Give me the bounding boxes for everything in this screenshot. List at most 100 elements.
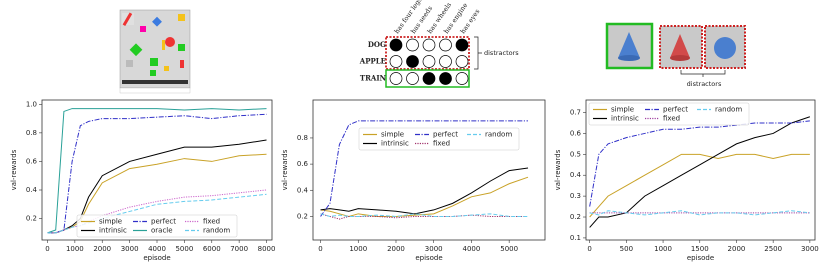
- object-label: TRAIN: [360, 74, 387, 83]
- legend-box: [76, 214, 238, 238]
- y-tick-label: 0.7: [570, 109, 581, 117]
- feature-circle: [455, 55, 469, 68]
- feature-circle: [455, 72, 469, 85]
- series-line: [47, 113, 267, 234]
- series-line: [589, 153, 810, 218]
- x-tick-label: 1000: [654, 245, 672, 253]
- series-line: [589, 120, 810, 207]
- chart: 0.2 0.4 0.6 0.8 1.0 0 1000 2000 3000 4000 5000 6000…: [10, 99, 276, 262]
- y-tick-label: 1.0: [26, 100, 37, 108]
- y-axis-label: val-rewards: [10, 149, 18, 190]
- legend-label: perfect: [663, 106, 688, 114]
- x-tick-label: 1000: [66, 245, 84, 253]
- legend-label: random: [485, 131, 512, 139]
- x-tick-label: 4000: [148, 245, 166, 253]
- legend-box: [588, 102, 750, 126]
- legend-label: random: [203, 227, 230, 235]
- y-tick-label: 0.3: [570, 192, 581, 200]
- rendered-objects: [605, 22, 746, 77]
- series-line: [320, 120, 529, 217]
- feature-circle: [439, 38, 452, 52]
- x-tick-label: 0: [45, 245, 49, 253]
- x-tick-label: 7000: [230, 245, 248, 253]
- y-tick-label: 0.2: [570, 213, 581, 221]
- feature-circle: [406, 72, 419, 85]
- series-line: [320, 176, 529, 217]
- legend-label: intrinsic: [381, 140, 409, 148]
- feature-circle: [455, 38, 469, 52]
- feature-circle: [406, 38, 419, 52]
- chart: 0.2 0.4 0.6 0.8 0 1000 2000 3000 4000 5000 episode…: [281, 99, 546, 262]
- y-tick-label: 0.4: [570, 171, 582, 179]
- x-tick-label: 8000: [258, 245, 276, 253]
- x-tick-label: 2000: [387, 245, 405, 253]
- x-tick-label: 4000: [463, 245, 481, 253]
- x-tick-label: 5000: [175, 245, 193, 253]
- y-axis-label: val-rewards: [554, 149, 562, 190]
- y-tick-label: 0.8: [297, 134, 308, 142]
- feature-circle: [406, 55, 419, 68]
- x-tick-label: 2000: [93, 245, 111, 253]
- legend-label: fixed: [203, 218, 220, 226]
- bracket-label: distractors: [484, 49, 519, 57]
- series-line: [320, 167, 529, 215]
- legend-label: perfect: [433, 131, 458, 139]
- legend-label: simple: [611, 106, 634, 114]
- legend-label: fixed: [663, 115, 680, 123]
- x-tick-label: 1500: [691, 245, 709, 253]
- x-axis-label: episode: [143, 254, 170, 262]
- legend-box: [358, 127, 520, 151]
- x-tick-label: 3000: [121, 245, 139, 253]
- object-label: APPLE: [359, 57, 386, 66]
- object-label: DOG: [368, 40, 386, 49]
- target-box: [385, 69, 470, 88]
- y-tick-label: 0.4: [26, 186, 38, 194]
- y-tick-label: 0.6: [26, 157, 38, 165]
- x-tick-label: 3000: [801, 245, 819, 253]
- x-tick-label: 500: [620, 245, 633, 253]
- feature-circle: [389, 72, 403, 85]
- distractor-box: [385, 36, 470, 70]
- legend-label: simple: [381, 131, 404, 139]
- series-line: [320, 213, 529, 217]
- x-tick-label: 2500: [764, 245, 782, 253]
- feature-circle: [422, 72, 436, 85]
- y-tick-label: 0.1: [570, 234, 581, 242]
- chart: 0.1 0.2 0.3 0.4 0.5 0.6 0.7 0 500 1000 1500 2000 250…: [554, 99, 819, 262]
- feature-circle: [422, 38, 436, 52]
- feature-circle: [389, 55, 403, 68]
- feature-circle: [389, 38, 403, 52]
- legend-label: simple: [99, 218, 122, 226]
- legend-label: perfect: [151, 218, 176, 226]
- feature-circle: [422, 55, 436, 68]
- bracket: [474, 36, 482, 70]
- y-tick-label: 0.5: [570, 150, 581, 158]
- feature-circle: [439, 72, 452, 85]
- series-line: [47, 108, 267, 234]
- x-tick-label: 6000: [203, 245, 221, 253]
- x-tick-label: 0: [587, 245, 591, 253]
- feature-circle: [439, 55, 452, 68]
- y-tick-label: 0.6: [570, 129, 582, 137]
- legend-label: fixed: [433, 140, 450, 148]
- legend-label: oracle: [151, 227, 173, 235]
- x-tick-label: 5000: [500, 245, 518, 253]
- grid-world-image: [119, 9, 191, 94]
- legend-label: intrinsic: [99, 227, 127, 235]
- y-tick-label: 0.2: [26, 215, 37, 223]
- legend-label: random: [715, 106, 742, 114]
- x-tick-label: 1000: [349, 245, 367, 253]
- series-line: [589, 116, 811, 228]
- bracket-label: distractors: [687, 80, 722, 88]
- x-tick-label: 3000: [425, 245, 443, 253]
- series-line: [589, 210, 810, 216]
- y-tick-label: 0.2: [297, 212, 308, 220]
- y-axis-label: val-rewards: [281, 149, 289, 190]
- x-tick-label: 0: [318, 245, 322, 253]
- y-tick-label: 0.6: [297, 160, 309, 168]
- legend-label: intrinsic: [611, 115, 639, 123]
- x-axis-label: episode: [687, 254, 714, 262]
- x-axis-label: episode: [415, 254, 442, 262]
